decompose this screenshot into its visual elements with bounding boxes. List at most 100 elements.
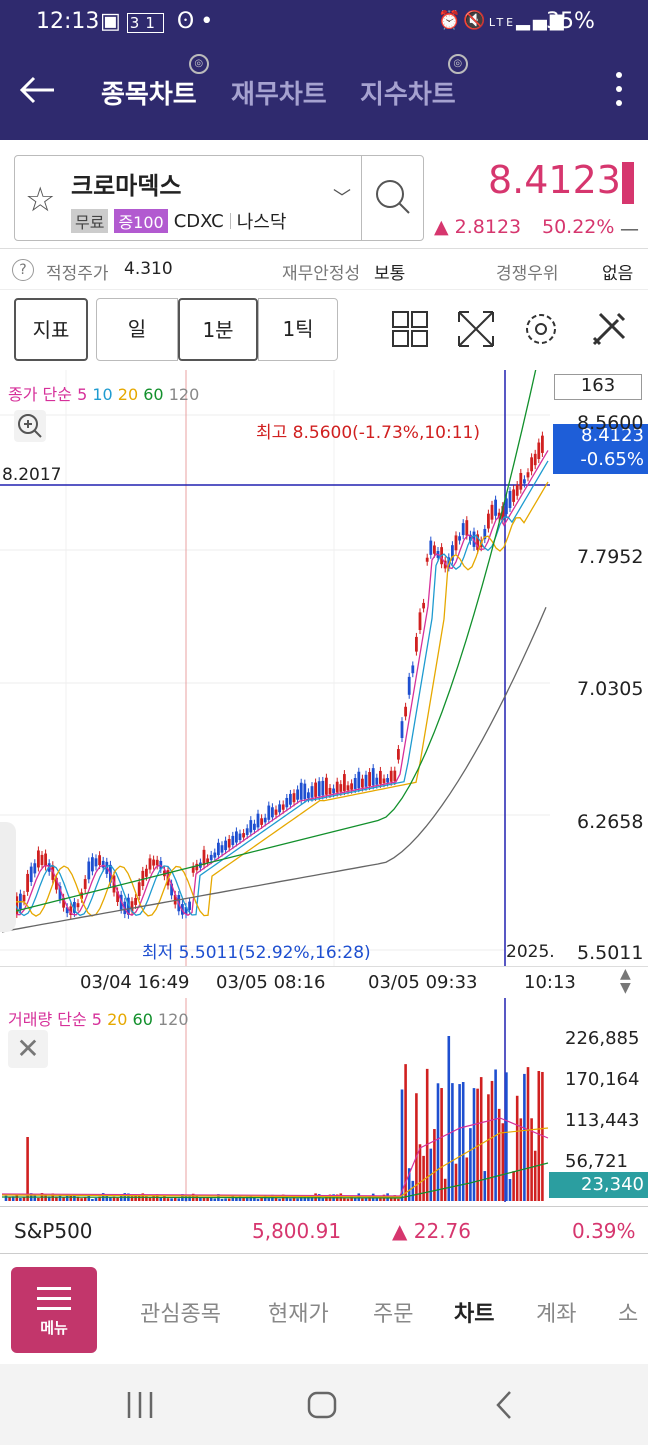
back-arrow-icon[interactable] [18,70,58,110]
volume-bar [307,1196,310,1201]
competitive-label: 경쟁우위 [496,264,559,284]
help-icon[interactable]: ? [12,259,34,281]
candle [314,782,317,797]
candle [335,781,339,793]
search-icon [376,180,410,214]
status-bar: 12:13 ▣ 31 ʘ• ⏰🔇LTE▂▄▆ 35% [0,0,648,44]
volume-chart[interactable] [0,998,648,1206]
candle [541,435,544,453]
indicator-button[interactable]: 지표 [14,298,88,361]
settings-gear-icon[interactable] [516,304,566,354]
side-drawer-handle[interactable] [0,822,16,932]
volume-bar [310,1196,314,1201]
volume-bar [404,1064,407,1201]
volume-bar [137,1195,141,1201]
volume-bar [206,1197,209,1201]
index-ticker-bar[interactable]: S&P500 5,800.91 ▲ 22.76 0.39% [0,1206,648,1254]
candle [202,849,206,866]
tab-financial-chart[interactable]: 재무차트 [231,80,327,110]
candle [87,861,91,880]
vol-ma60-line [1,1162,549,1199]
recent-apps-icon[interactable] [124,1390,156,1420]
nav-more[interactable]: 소 [618,1302,639,1327]
candle [188,901,191,910]
volume-bar [177,1198,181,1201]
volume-bar [541,1071,544,1201]
current-price-tag: 8.4123 -0.65% [553,424,648,474]
volume-bar [454,1163,458,1201]
candle [296,789,299,800]
volume-bar [508,1179,512,1201]
price-up-bar [622,162,634,204]
volume-bar [461,1082,465,1201]
volume-bar [505,1072,508,1201]
nav-watchlist[interactable]: 관심종목 [140,1302,221,1327]
volume-bar [69,1195,73,1201]
nav-quote[interactable]: 현재가 [268,1302,329,1327]
period-minute-button[interactable]: 1분 [178,298,258,361]
candle [26,873,29,892]
volume-bar [411,1180,415,1201]
current-price-tag-value: 8.4123 [581,425,644,446]
candle [433,545,436,554]
stock-selector[interactable]: ☆ 크로마덱스 ﹀ 무료 증100 CDXC 나스닥 [14,155,424,241]
volume-bar [94,1198,98,1201]
candle [458,536,461,541]
nav-account[interactable]: 계좌 [536,1302,577,1327]
menu-button[interactable]: 메뉴 [11,1267,97,1353]
mute-icon: 🔇 [463,10,489,31]
volume-bar [83,1197,87,1201]
tab-stock-chart[interactable]: 종목차트 ◎ [101,54,209,111]
candle [231,835,235,846]
chart-toolbar: 지표 일 1분 1틱 [0,290,648,370]
system-nav-bar [0,1364,648,1445]
candle [321,780,325,796]
volume-bar [476,1088,479,1201]
period-tick-button[interactable]: 1틱 [258,298,338,361]
period-day-button[interactable]: 일 [96,298,178,361]
y-tick: 6.2658 [577,811,644,833]
volume-bar [353,1197,357,1201]
volume-bar [76,1196,80,1201]
x-tick: 03/05 08:16 [216,972,326,993]
chevron-down-icon[interactable]: ﹀ [333,188,351,209]
candle [465,520,469,536]
candle [191,866,195,873]
back-nav-icon[interactable] [490,1390,522,1420]
candle [44,853,47,867]
grid-layout-icon[interactable] [385,304,435,354]
count-box: 163 [554,374,642,400]
volume-bar [91,1198,94,1201]
tab-index-chart[interactable]: 지수차트 ◎ [360,54,468,111]
volume-bar [249,1195,253,1201]
candle [15,896,19,914]
close-icon[interactable]: ✕ [8,1030,48,1068]
vol-ma5-line [1,1117,549,1197]
nav-chart[interactable]: 차트 [454,1302,495,1327]
more-menu-icon[interactable] [612,72,626,112]
candle [22,894,26,902]
favorite-star-icon[interactable]: ☆ [25,180,56,220]
axis-toggle-icon[interactable]: ▲ ▼ [620,966,631,996]
candle [328,787,332,794]
zoom-in-icon[interactable] [14,410,46,442]
price-chart[interactable] [0,370,648,1000]
volume-bar [109,1197,112,1201]
stability-label: 재무안정성 [282,264,361,284]
search-button[interactable] [361,156,424,240]
volume-bar [299,1196,303,1201]
nav-order[interactable]: 주문 [373,1302,414,1327]
volume-bar [400,1089,404,1201]
candle [256,813,260,828]
candle [134,897,137,905]
ma5-line [4,450,549,916]
home-icon[interactable] [306,1390,338,1420]
volume-bar [483,1171,487,1201]
volume-bar [199,1197,202,1201]
volume-bar [15,1195,19,1201]
volume-bar [224,1198,227,1201]
volume-bar [533,1150,537,1201]
tools-icon[interactable] [584,304,634,354]
ma20-label: 20 [117,385,139,404]
expand-icon[interactable] [451,304,501,354]
